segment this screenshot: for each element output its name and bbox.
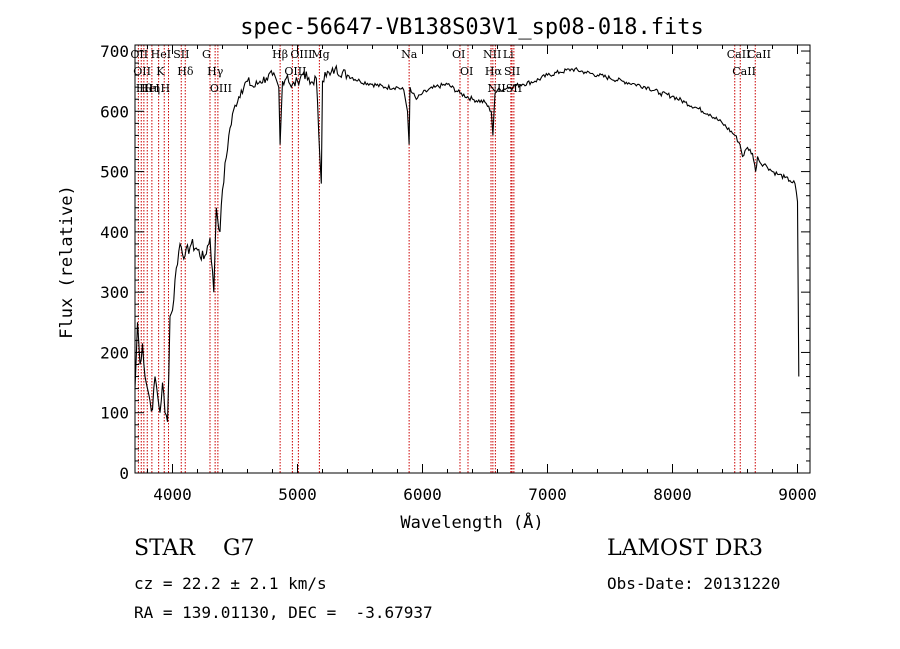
spectral-line-label: SII (173, 48, 189, 61)
sky-coordinates: RA = 139.01130, DEC = -3.67937 (134, 603, 433, 622)
spectral-line-label: NII (487, 82, 505, 95)
x-axis-ticks: 4000 5000 6000 7000 8000 9000 (147, 45, 817, 504)
spectral-line-label: Hη (144, 82, 160, 95)
y-tick-label: 400 (100, 223, 129, 242)
y-axis-ticks: 0 100 200 300 400 500 600 700 (100, 42, 810, 483)
spectral-line-label: HeI (139, 82, 159, 95)
spectral-line-label: CaII (747, 48, 771, 61)
y-tick-label: 200 (100, 343, 129, 362)
spectral-line-label: G (202, 48, 211, 61)
spectrum-series-line (134, 64, 800, 422)
y-tick-label: 100 (100, 404, 129, 423)
y-tick-label: 500 (100, 163, 129, 182)
x-tick-label: 4000 (153, 485, 192, 504)
y-tick-label: 0 (119, 464, 129, 483)
spectral-line-label: HeI (151, 48, 171, 61)
spectral-line-label: Hδ (177, 65, 194, 78)
plot-frame (134, 44, 811, 474)
survey-name: LAMOST DR3 (607, 536, 763, 561)
spectral-line-label: OI (460, 65, 473, 78)
spectral-line-label: NII (483, 48, 501, 61)
x-tick-label: 6000 (403, 485, 442, 504)
x-axis-label: Wavelength (Å) (400, 511, 543, 533)
redshift-readout: cz = 22.2 ± 2.1 km/s (134, 574, 327, 593)
spectral-line-label: Hθ (136, 82, 153, 95)
x-tick-label: 7000 (528, 485, 567, 504)
spectral-line-label: Hα (485, 65, 503, 78)
spectral-line-labels: OIIOIIHθHeIHηHeIKHSIIHδGHγOIIIHβOIIIOIII… (130, 48, 771, 95)
spectral-line-label: OIII (210, 82, 232, 95)
y-tick-label: 600 (100, 102, 129, 121)
x-tick-label: 5000 (278, 485, 317, 504)
object-class: STAR G7 (134, 536, 255, 561)
spectral-line-label: OII (133, 65, 151, 78)
spectral-line-label: OII (130, 48, 148, 61)
y-axis-label: Flux (relative) (57, 185, 77, 339)
y-tick-label: 300 (100, 283, 129, 302)
spectral-line-label: K (156, 65, 165, 78)
spectral-line-label: SII (504, 65, 520, 78)
spectral-line-label: H (161, 82, 171, 95)
observation-date: Obs-Date: 20131220 (607, 574, 781, 593)
spectral-line-label: Li (503, 48, 514, 61)
spectral-line-label: CaII (727, 48, 751, 61)
spectral-line-label: CaII (732, 65, 756, 78)
spectral-line-label: OIII (290, 48, 312, 61)
spectral-line-label: Na (401, 48, 418, 61)
spectral-line-markers (137, 45, 756, 473)
spectral-line-label: Hγ (207, 65, 224, 78)
chart-title: spec-56647-VB138S03V1_sp08-018.fits (240, 15, 704, 40)
x-tick-label: 9000 (778, 485, 817, 504)
x-tick-label: 8000 (653, 485, 692, 504)
spectral-line-label: Hβ (272, 48, 288, 61)
spectral-line-label: OI (452, 48, 465, 61)
spectral-line-label: Mg (311, 48, 329, 61)
y-tick-label: 700 (100, 42, 129, 61)
